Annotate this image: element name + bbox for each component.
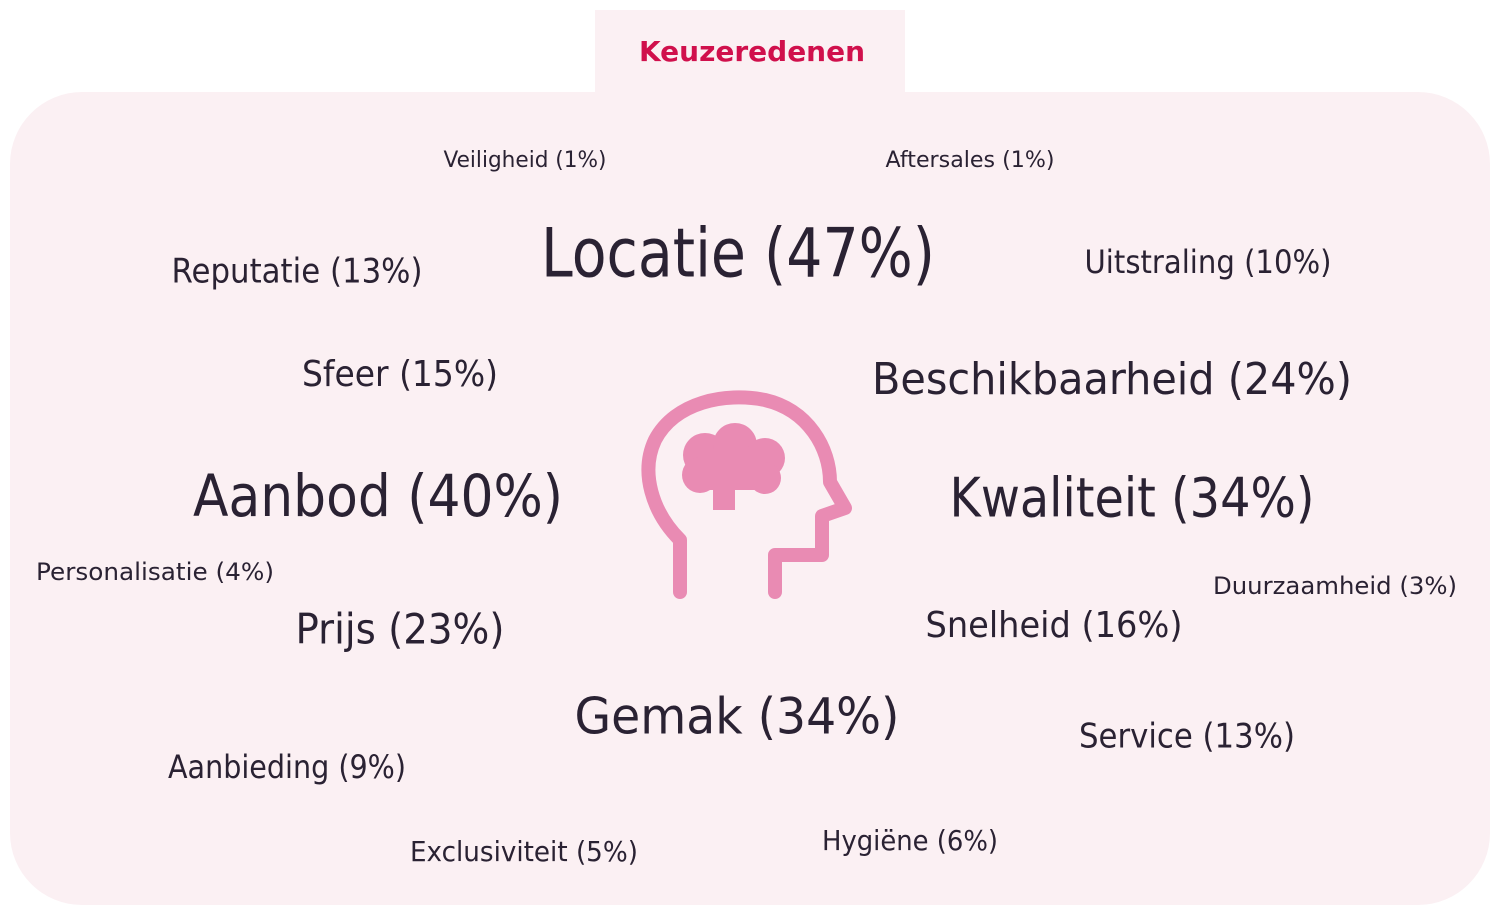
word: Gemak (34%)	[575, 688, 900, 746]
word: Beschikbaarheid (24%)	[872, 354, 1352, 405]
word: Duurzaamheid (3%)	[1213, 572, 1457, 600]
word: Uitstraling (10%)	[1085, 243, 1332, 281]
word: Aanbod (40%)	[193, 462, 563, 530]
word: Service (13%)	[1079, 717, 1295, 757]
panel	[10, 92, 1490, 905]
word: Prijs (23%)	[296, 605, 505, 654]
head-icon	[641, 390, 852, 599]
word: Hygiëne (6%)	[822, 824, 998, 857]
title: Keuzeredenen	[639, 35, 865, 68]
word: Kwaliteit (34%)	[950, 467, 1315, 530]
word: Aftersales (1%)	[886, 148, 1055, 173]
word: Reputatie (13%)	[172, 252, 423, 292]
word: Veiligheid (1%)	[444, 148, 607, 173]
word: Sfeer (15%)	[302, 354, 498, 395]
word: Snelheid (16%)	[926, 605, 1183, 646]
word: Locatie (47%)	[541, 215, 935, 294]
word: Aanbieding (9%)	[168, 748, 406, 786]
word: Exclusiviteit (5%)	[410, 835, 638, 868]
word: Personalisatie (4%)	[36, 558, 274, 586]
